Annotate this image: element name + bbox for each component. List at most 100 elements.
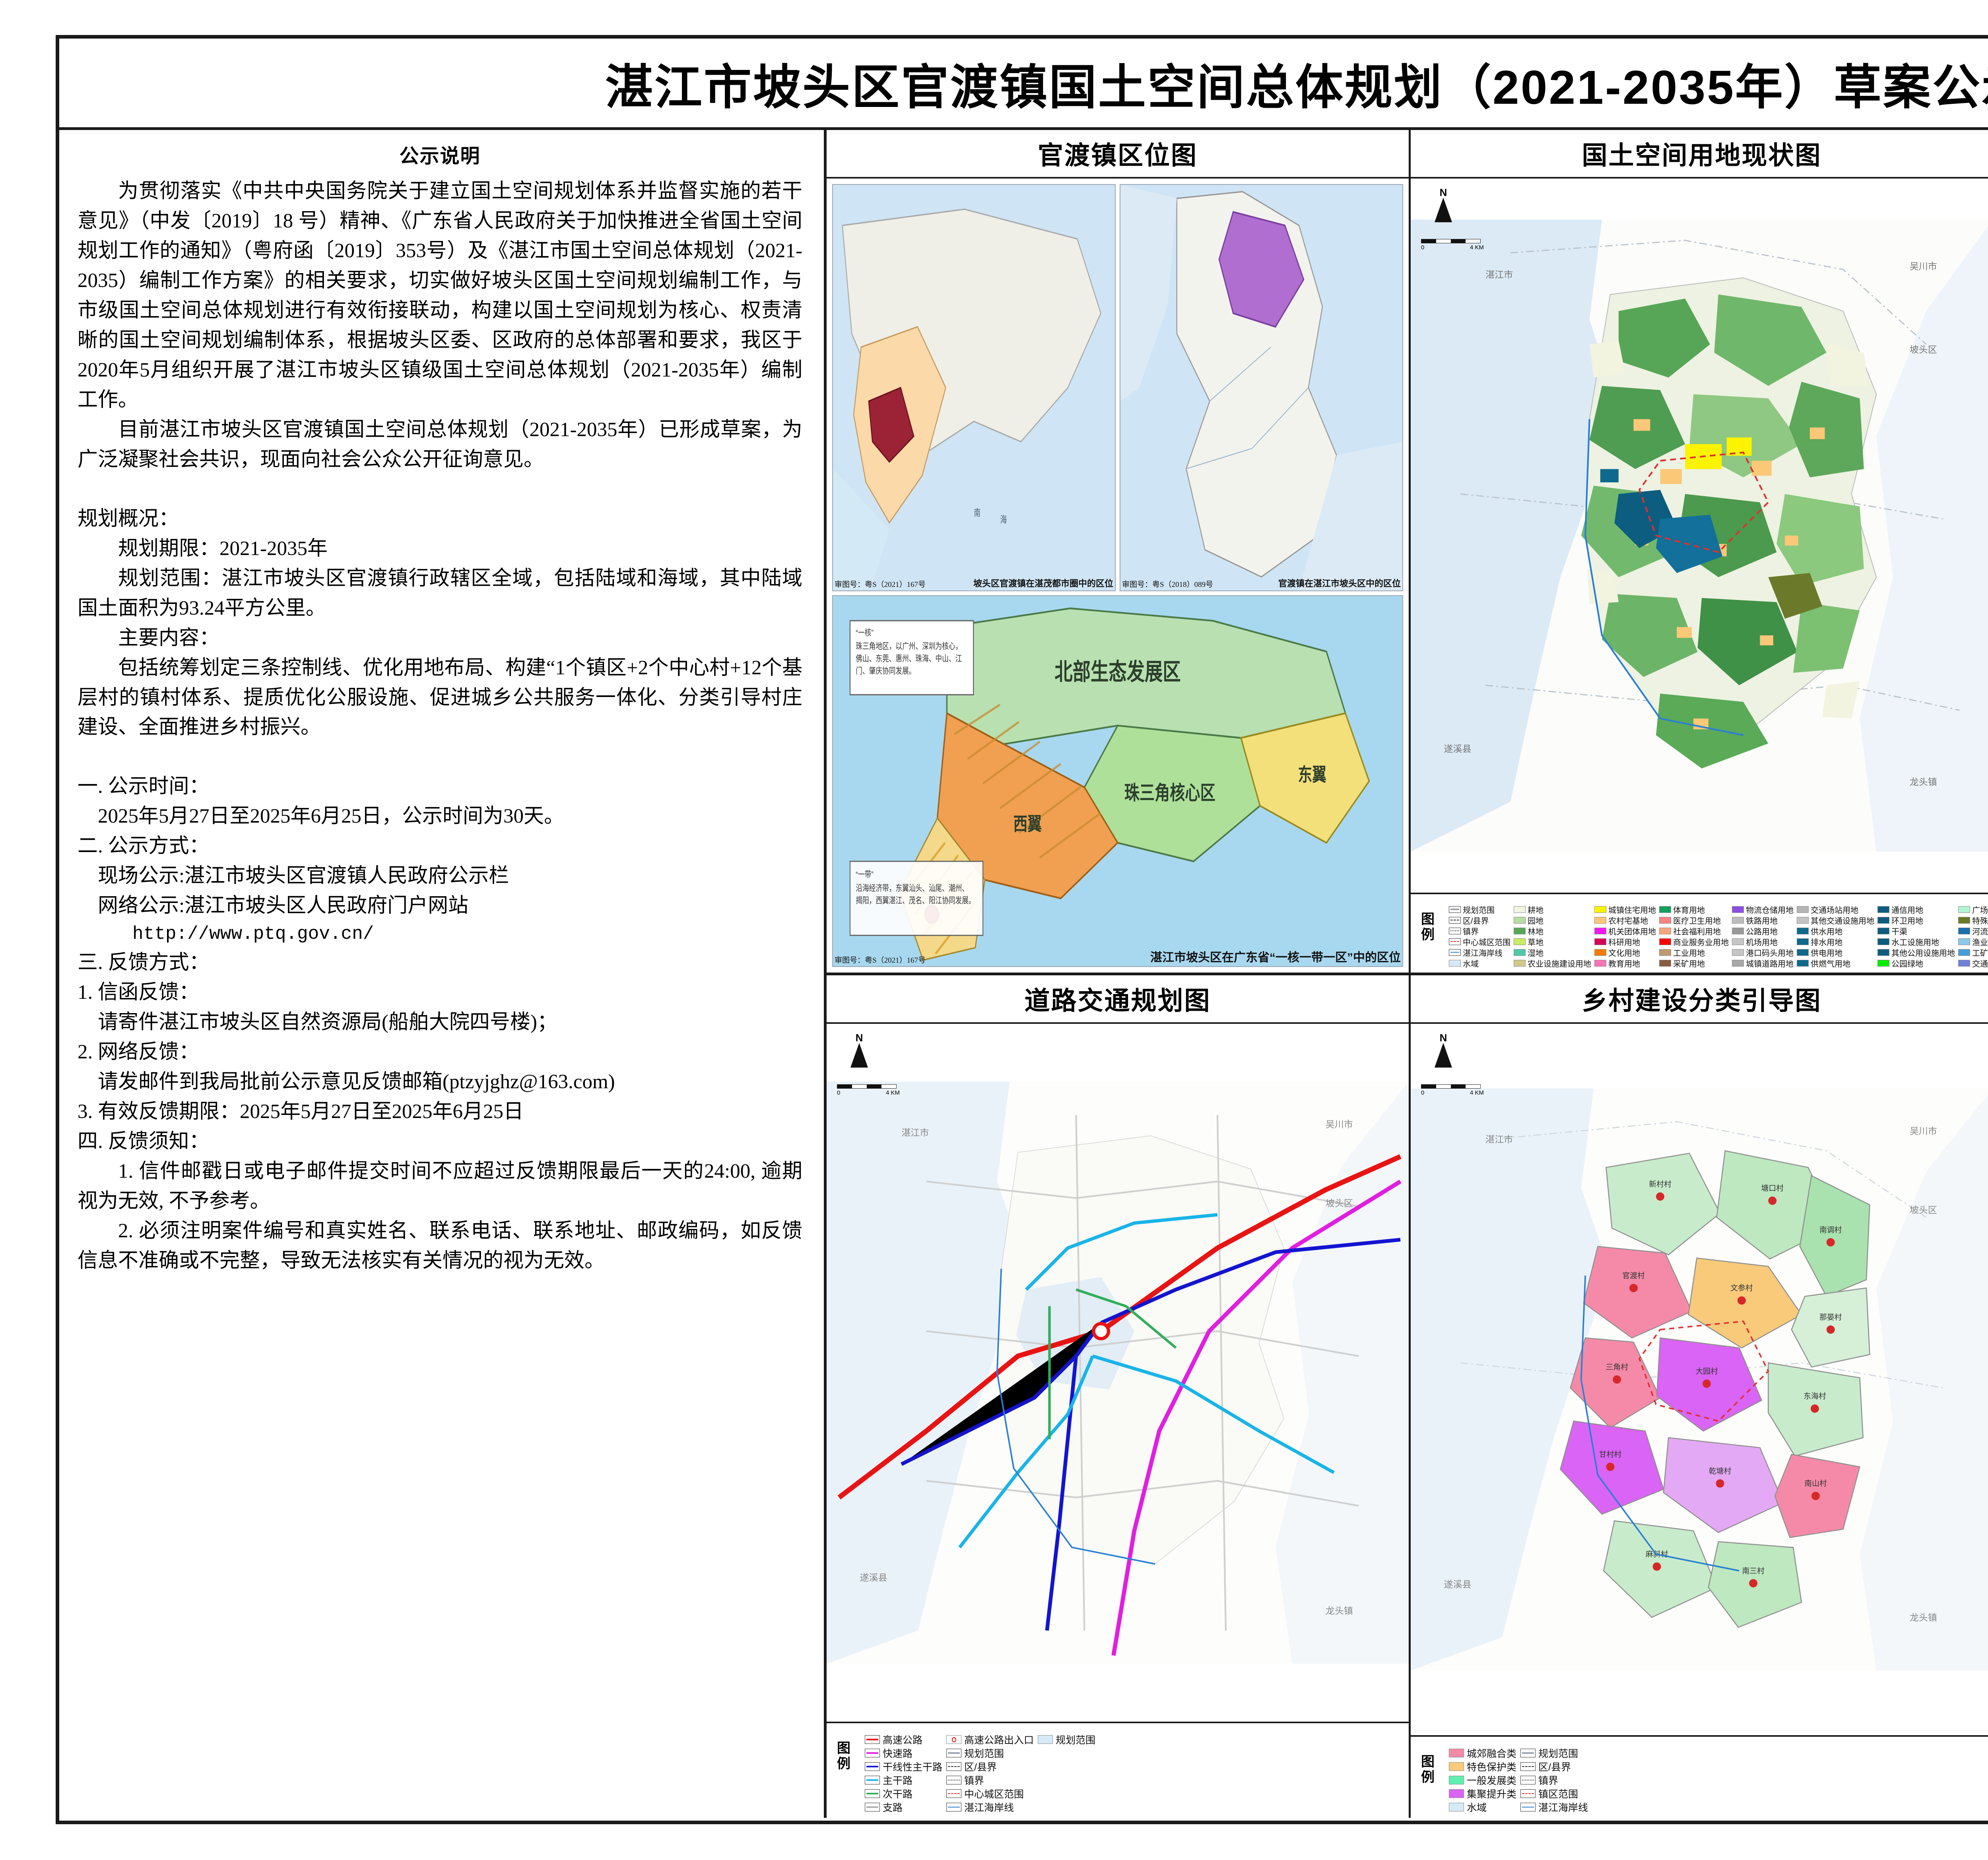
legend-swatch	[946, 1776, 962, 1784]
legend-item-label: 农村宅基地	[1608, 916, 1648, 926]
legend-item: 支路	[865, 1801, 942, 1813]
panel-road-title: 道路交通规划图	[827, 975, 1409, 1024]
svg-text:佛山、东莞、惠州、珠海、中山、江: 佛山、东莞、惠州、珠海、中山、江	[856, 654, 962, 664]
legend-item: 渔业用海	[1958, 937, 1988, 947]
legend-item: 集聚提升类	[1449, 1788, 1516, 1800]
svg-text:南山村: 南山村	[1804, 1479, 1827, 1487]
legend-item: 通信用地	[1877, 905, 1955, 915]
legend-item: 规划范围	[946, 1747, 1034, 1759]
legend-item: 公路用地	[1732, 926, 1794, 936]
svg-text:三角村: 三角村	[1606, 1363, 1628, 1371]
legend-swatch	[1449, 1762, 1464, 1771]
legend-item-label: 水域	[1463, 959, 1479, 969]
legend-column-8: 广场用地特殊用地河流水面渔业用海工矿通信用海交通运输用海	[1958, 905, 1988, 969]
legend-swatch	[1659, 927, 1671, 934]
legend-item: 其他公用设施用地	[1877, 947, 1955, 958]
legend-item-label: 体育用地	[1673, 906, 1705, 915]
compass-north-label: N	[1439, 186, 1447, 198]
legend-item-label: 科研用地	[1608, 938, 1640, 947]
section-3-line-2: 请寄件湛江市坡头区自然资源局(船舶大院四号楼)；	[98, 1011, 557, 1033]
svg-text:那晏村: 那晏村	[1819, 1313, 1842, 1321]
legend-item: 科研用地	[1594, 937, 1656, 947]
legend-swatch	[865, 1762, 880, 1771]
legend-swatch	[1449, 938, 1461, 945]
legend-swatch	[1449, 916, 1461, 924]
legend-swatch	[1877, 906, 1889, 913]
legend-item: 广场用地	[1958, 905, 1988, 915]
svg-text:吴川市: 吴川市	[1910, 1126, 1937, 1136]
svg-text:南调村: 南调村	[1819, 1225, 1842, 1234]
section-4-line-1: 1. 信件邮戳日或电子邮件提交时间不应超过反馈期限最后一天的24:00, 逾期视…	[78, 1160, 802, 1212]
legend-item: 农业设施建设用地	[1514, 958, 1591, 969]
legend-column-2: 耕地 园地 林地 草地 湿地 农业设施建设用地	[1514, 905, 1594, 969]
legend-swatch	[1594, 949, 1606, 956]
svg-text:吴川市: 吴川市	[1910, 261, 1937, 272]
legend-item-label: 文化用地	[1608, 949, 1640, 958]
legend-item: 中心城区范围	[1449, 937, 1510, 947]
legend-item-label: 镇界	[1538, 1775, 1559, 1786]
overview-item-2: 规划范围：湛江市坡头区官渡镇行政辖区全域，包括陆域和海域，其中陆域国土面积为93…	[78, 567, 802, 619]
svg-text:遂溪县: 遂溪县	[1444, 744, 1472, 754]
legend-swatch	[1797, 927, 1809, 934]
locator-submap-guangdong[interactable]: 北部生态发展区 珠三角核心区 东翼 西翼 “一核”	[832, 595, 1403, 967]
compass-rose-landuse: N	[1424, 186, 1462, 233]
road-map-canvas: 吴川市 坡头区 遂溪县 龙头镇 湛江市	[827, 1081, 1409, 1664]
panel-road-body[interactable]: 吴川市 坡头区 遂溪县 龙头镇 湛江市 N	[827, 1024, 1409, 1722]
legend-columns: 高速公路 快速路 干线性主干路 主干路 次干路 支路 高速公路出入口 规划范围 区/县界 镇界 中心…	[865, 1734, 1402, 1813]
legend-item-label: 规划范围	[1463, 906, 1495, 915]
panel-landuse[interactable]: 国土空间用地现状图	[1411, 130, 1988, 973]
legend-label: 图例	[837, 1741, 850, 1772]
legend-column-3: 规划范围	[1038, 1734, 1099, 1813]
section-1-title: 一. 公示时间：	[78, 775, 210, 798]
legend-item: 农村宅基地	[1594, 915, 1656, 926]
panel-village-body[interactable]: 新村村 塘口村 南调村 官渡村 文参村 那晏村 三角村 大园村 东海村 甘村村 乾塘村 南山…	[1411, 1024, 1988, 1735]
panel-village-title: 乡村建设分类引导图	[1411, 975, 1988, 1024]
svg-text:海: 海	[1000, 515, 1007, 525]
legend-swatch	[1958, 916, 1970, 924]
legend-item: 水域	[1449, 958, 1510, 969]
legend-item-label: 区/县界	[964, 1762, 997, 1773]
svg-text:沿海经济带，东翼汕头、汕尾、潮州、: 沿海经济带，东翼汕头、汕尾、潮州、	[856, 883, 969, 893]
locator-submap-zhanmao[interactable]: 南海 审图号：粤S（2021）167号 坡头区官渡镇在湛茂都市圈中的区位	[832, 184, 1116, 591]
legend-swatch	[1877, 959, 1889, 967]
section-2-line-1: 现场公示:湛江市坡头区官渡镇人民政府公示栏	[98, 865, 509, 887]
legend-swatch	[1797, 959, 1809, 967]
panel-locator[interactable]: 官渡镇区位图	[827, 130, 1411, 973]
legend-item: 规划范围	[1449, 905, 1510, 915]
map-row-top: 官渡镇区位图	[827, 130, 1988, 975]
legend-item-label: 城镇住宅用地	[1608, 906, 1656, 915]
legend-item: 镇界	[1449, 926, 1510, 936]
legend-swatch	[1877, 927, 1889, 934]
panel-locator-body[interactable]: 南海 审图号：粤S（2021）167号 坡头区官渡镇在湛茂都市圈中的区位	[827, 179, 1409, 973]
legend-item: 中心城区范围	[946, 1788, 1034, 1800]
legend-item-label: 镇界	[1463, 927, 1479, 936]
panel-village[interactable]: 乡村建设分类引导图	[1411, 975, 1988, 1818]
legend-item-label: 林地	[1528, 927, 1543, 936]
legend-item: 干渠	[1877, 926, 1955, 936]
legend-item: 采矿用地	[1659, 958, 1729, 969]
panel-road[interactable]: 道路交通规划图	[827, 975, 1411, 1818]
legend-swatch	[1514, 949, 1526, 956]
legend-item-label: 支路	[883, 1802, 903, 1813]
legend-item: 机关团体用地	[1594, 926, 1656, 936]
gov-website-url[interactable]: http://www.ptq.gov.cn/	[132, 924, 374, 945]
panel-landuse-title: 国土空间用地现状图	[1411, 130, 1988, 179]
legend-swatch	[1449, 927, 1461, 934]
section-3-line-1: 1. 信函反馈：	[78, 981, 200, 1004]
legend-swatch	[1514, 916, 1526, 924]
legend-item: 港口码头用地	[1732, 947, 1794, 958]
locator-submap-potou[interactable]: 审图号：粤S（2018）089号 官渡镇在湛江市坡头区中的区位	[1120, 184, 1403, 591]
legend-swatch	[1449, 949, 1461, 956]
legend-item-label: 机关团体用地	[1608, 927, 1656, 936]
legend-column-6: 交通场站用地 其他交通设施用地 供水用地 排水用地 供电用地 供燃气用地	[1797, 905, 1877, 969]
compass-rose-road: N	[840, 1032, 878, 1078]
legend-swatch	[865, 1749, 880, 1757]
compass-arrow	[1435, 198, 1452, 222]
feedback-email-line[interactable]: 请发邮件到我局批前公示意见反馈邮箱(ptzyjghz@163.com)	[98, 1070, 615, 1093]
section-4-title: 四. 反馈须知：	[78, 1130, 210, 1153]
compass-arrow	[1435, 1043, 1452, 1068]
legend-swatch	[1958, 938, 1970, 945]
panel-landuse-body[interactable]: 吴川市 坡头区 遂溪县 龙头镇 湛江市 N	[1411, 179, 1988, 893]
legend-swatch	[865, 1803, 880, 1811]
